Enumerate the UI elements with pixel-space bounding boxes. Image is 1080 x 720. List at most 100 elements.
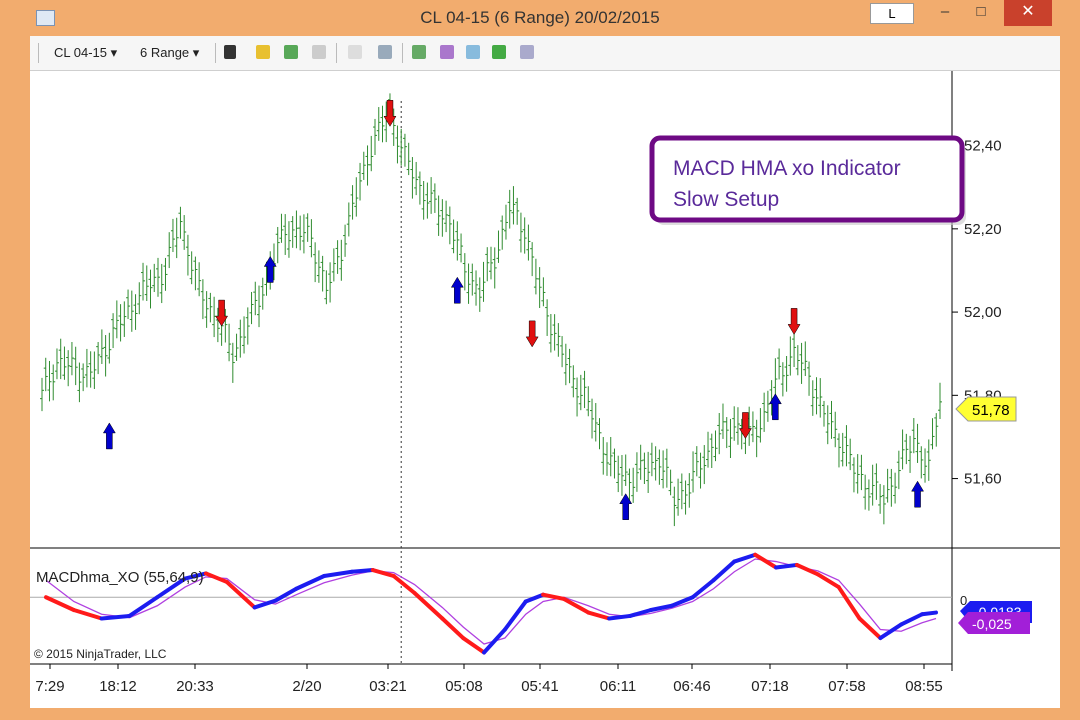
minimize-button[interactable]: –: [940, 3, 950, 20]
up-arrow-icon: [768, 393, 782, 421]
macd-segment: [648, 603, 674, 612]
macd-segment: [99, 613, 132, 621]
down-arrow-icon: [787, 308, 801, 335]
macd-segment: [391, 574, 417, 595]
macd-segment: [857, 616, 883, 641]
cursor-icon[interactable]: [348, 45, 362, 59]
macd-segment: [690, 578, 716, 600]
up-arrow-icon: [619, 493, 633, 520]
down-arrow-icon: [738, 412, 752, 439]
macd-segment: [815, 572, 841, 590]
down-arrow-icon: [525, 320, 539, 348]
macd-segment: [322, 569, 354, 578]
annotation-callout: MACD HMA xo Indicator Slow Setup: [649, 135, 966, 225]
properties-icon[interactable]: [520, 45, 534, 59]
chart-area[interactable]: 52,40 52,20 52,00 51,80 51,60 7:29 18:12 20:33…: [30, 71, 1060, 708]
current-price-label: 51,78: [972, 402, 1010, 419]
macd-segment: [224, 579, 257, 610]
macd-segment: [461, 636, 487, 655]
x-tick-label: 06:46: [673, 678, 711, 695]
x-tick-label: 05:08: [445, 678, 483, 695]
add-indicator-icon[interactable]: [284, 45, 298, 59]
period-selector[interactable]: 6 Range ▾: [140, 45, 199, 61]
x-tick-label: 2/20: [292, 678, 321, 695]
up-arrow-icon: [263, 255, 277, 283]
period-label: 6 Range: [140, 45, 190, 60]
bar-style-icon[interactable]: [224, 45, 236, 59]
x-tick-label: 07:58: [828, 678, 866, 695]
l-button[interactable]: L: [870, 3, 914, 24]
signal-value-label: -0,025: [972, 616, 1012, 632]
instrument-label: CL 04-15: [54, 45, 107, 60]
chevron-down-icon: ▾: [110, 45, 118, 60]
macd-segment: [628, 608, 653, 618]
macd-segment: [586, 610, 612, 621]
macd-segment: [482, 627, 507, 655]
down-arrow-icon: [215, 299, 229, 327]
macd-segment: [502, 599, 528, 632]
dollar-icon[interactable]: [492, 45, 506, 59]
macd-segment: [440, 616, 466, 641]
pencil-icon[interactable]: [256, 45, 270, 59]
annotation-line2: Slow Setup: [673, 188, 779, 211]
toolbar-separator: [336, 43, 337, 63]
annotation-line1: MACD HMA xo Indicator: [673, 157, 901, 180]
macd-segment: [252, 598, 278, 610]
macd-segment: [349, 568, 375, 574]
x-tick-label: 05:41: [521, 678, 559, 695]
macd-segment: [541, 592, 567, 601]
x-tick-label: 18:12: [99, 678, 137, 695]
x-tick-label: 08:55: [905, 678, 943, 695]
chart-trader-icon[interactable]: [466, 45, 480, 59]
macd-segment: [71, 608, 104, 621]
macd-segment: [836, 585, 862, 621]
up-arrow-icon: [911, 480, 924, 508]
down-arrow-icon: [383, 100, 397, 127]
close-button[interactable]: ✕: [1004, 0, 1052, 26]
toolbar-separator: [215, 43, 216, 63]
copyright-text: © 2015 NinjaTrader, LLC: [34, 647, 167, 661]
macd-segment: [44, 595, 76, 612]
macd-segment: [203, 571, 229, 584]
indicator-label: MACDhma_XO (55,64,9): [36, 569, 204, 586]
macd-segment: [412, 591, 445, 621]
macd-segment: [562, 596, 591, 615]
zoom-icon[interactable]: [378, 45, 392, 59]
macd-segment: [183, 571, 208, 581]
zero-label: 0: [960, 593, 967, 608]
x-tick-label: 7:29: [35, 678, 64, 695]
macd-segment: [753, 552, 779, 570]
macd-segment: [607, 613, 633, 621]
macd-segment: [920, 610, 938, 617]
macd-segment: [273, 586, 299, 603]
chart-toolbar: CL 04-15 ▾ 6 Range ▾: [30, 36, 1060, 71]
maximize-button[interactable]: □: [976, 3, 986, 20]
macd-segment: [127, 595, 160, 618]
macd-segment: [669, 595, 695, 608]
instrument-selector[interactable]: CL 04-15 ▾: [54, 45, 117, 61]
macd-segment: [732, 552, 758, 564]
x-tick-label: 06:11: [600, 678, 636, 695]
up-arrow-icon: [102, 422, 116, 450]
macd-segment: [523, 592, 546, 604]
title-bar[interactable]: CL 04-15 (6 Range) 20/02/2015 L – □ ✕: [0, 0, 1080, 36]
bars-icon[interactable]: [412, 45, 426, 59]
macd-segment: [878, 622, 904, 641]
signal-value-badge: -0,025: [958, 612, 1030, 634]
y-tick-label: 52,40: [964, 138, 1002, 155]
y-tick-label: 52,20: [964, 221, 1002, 238]
toolbar-separator: [38, 43, 39, 63]
x-tick-label: 03:21: [369, 678, 407, 695]
x-tick-label: 20:33: [176, 678, 214, 695]
x-tick-label: 07:18: [751, 678, 789, 695]
current-price-badge: 51,78: [955, 396, 1017, 422]
strategy-icon[interactable]: [440, 45, 454, 59]
window-title: CL 04-15 (6 Range) 20/02/2015: [420, 8, 660, 27]
macd-segment: [155, 576, 188, 600]
remove-indicator-icon[interactable]: [312, 45, 326, 59]
macd-segment: [370, 568, 396, 578]
macd-segment: [774, 562, 799, 570]
chart-app-icon: [36, 10, 55, 26]
up-arrow-icon: [450, 276, 464, 304]
